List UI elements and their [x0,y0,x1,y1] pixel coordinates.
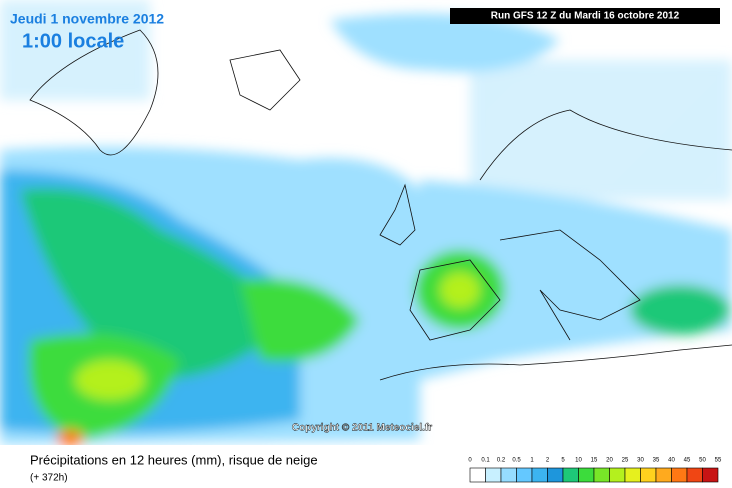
footer-lead: (+ 372h) [30,473,68,484]
run-box [450,8,720,24]
legend-label: 5 [561,458,565,464]
legend-swatch [702,467,719,483]
copyright: Copyright © 2011 Meteociel.fr [292,423,432,434]
legend-label: 25 [622,458,629,464]
legend-swatch [686,467,703,483]
legend-label: 0.2 [497,458,506,464]
legend-label: 45 [684,458,691,464]
legend-label: 50 [699,458,706,464]
time: 1:00 locale [22,30,124,52]
legend-swatch [562,467,579,483]
legend-swatch [578,467,595,483]
legend-swatch [485,467,502,483]
legend-label: 0.5 [512,458,521,464]
legend-swatch [624,467,641,483]
legend-swatch [516,467,533,483]
legend-swatch [655,467,672,483]
legend-swatch [593,467,610,483]
legend-label: 0.1 [481,458,490,464]
map [0,0,732,446]
legend-label: 35 [653,458,660,464]
run: Run GFS 12 Z du Mardi 16 octobre 2012 [491,11,680,22]
legend-swatch [531,467,548,483]
date: Jeudi 1 novembre 2012 [10,11,164,27]
legend-swatch [640,467,657,483]
legend-label: 15 [591,458,598,464]
legend-label: 55 [715,458,722,464]
legend-label: 30 [637,458,644,464]
legend-swatch [500,467,517,483]
legend: 0 0.1 0.2 0.5 1 2 5 10 15 20 25 30 35 40 45 50 55 [468,458,722,483]
legend-swatch [469,467,486,483]
legend-swatch [671,467,688,483]
legend-label: 1 [530,458,534,464]
legend-label: 20 [606,458,613,464]
legend-label: 40 [668,458,675,464]
footer-title: Précipitations en 12 heures (mm), risque… [30,452,318,467]
legend-label: 10 [575,458,582,464]
legend-label: 2 [546,458,550,464]
legend-swatch [547,467,564,483]
legend-swatch [609,467,626,483]
legend-label: 0 [468,458,472,464]
